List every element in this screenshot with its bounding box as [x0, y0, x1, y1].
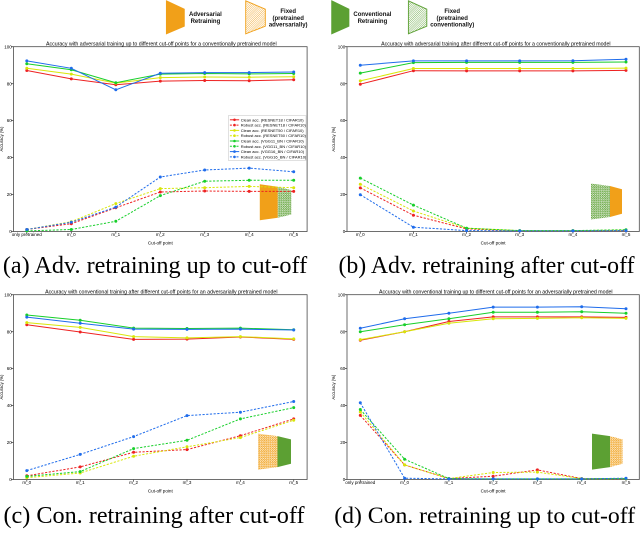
svg-text:20: 20: [340, 440, 346, 445]
svg-text:60: 60: [7, 118, 13, 123]
svg-text:m_2: m_2: [489, 480, 498, 485]
svg-text:Accuracy with adversarial trai: Accuracy with adversarial training after…: [381, 41, 610, 47]
svg-text:conventionally): conventionally): [430, 23, 474, 29]
svg-text:Retraining: Retraining: [191, 19, 221, 25]
svg-text:m_0: m_0: [67, 232, 76, 237]
svg-text:(d) Con. retraining up to cut-: (d) Con. retraining up to cut-off: [334, 503, 635, 529]
svg-text:m_5: m_5: [289, 480, 298, 485]
svg-text:Fixed: Fixed: [444, 9, 460, 15]
svg-text:40: 40: [340, 155, 346, 160]
svg-text:only pretrained: only pretrained: [345, 480, 376, 485]
svg-text:(c) Con. retraining after cut-: (c) Con. retraining after cut-off: [3, 502, 305, 529]
svg-text:m_1: m_1: [444, 480, 453, 485]
svg-text:Robust acc. (VGG16_BN / CIFAR1: Robust acc. (VGG16_BN / CIFAR10): [241, 154, 307, 159]
svg-text:m_4: m_4: [577, 480, 586, 485]
svg-text:m_3: m_3: [515, 232, 524, 237]
svg-text:60: 60: [340, 118, 346, 123]
svg-text:0: 0: [9, 229, 12, 234]
svg-text:(a) Adv. retraining up to cut-: (a) Adv. retraining up to cut-off: [3, 252, 308, 279]
svg-text:Accuracy (%): Accuracy (%): [0, 126, 4, 152]
svg-text:m_2: m_2: [129, 480, 138, 485]
svg-text:100: 100: [4, 44, 12, 49]
svg-text:Accuracy with conventional tra: Accuracy with conventional training up t…: [379, 289, 613, 295]
svg-text:m_4: m_4: [245, 232, 254, 237]
svg-text:Cut-off point: Cut-off point: [148, 240, 174, 245]
svg-text:0: 0: [343, 229, 346, 234]
svg-text:80: 80: [7, 329, 13, 334]
svg-text:Clean acc. (RESNET18 / CIFAR10: Clean acc. (RESNET18 / CIFAR10): [241, 117, 305, 122]
svg-text:60: 60: [340, 366, 346, 371]
svg-text:m_5: m_5: [622, 480, 631, 485]
svg-text:m_0: m_0: [356, 232, 365, 237]
svg-text:80: 80: [7, 81, 13, 86]
svg-text:m_4: m_4: [236, 480, 245, 485]
svg-text:60: 60: [7, 366, 13, 371]
svg-text:20: 20: [7, 440, 13, 445]
svg-text:80: 80: [340, 329, 346, 334]
svg-text:m_1: m_1: [76, 480, 85, 485]
svg-text:0: 0: [343, 477, 346, 482]
svg-text:20: 20: [7, 192, 13, 197]
svg-text:Accuracy (%): Accuracy (%): [331, 374, 336, 400]
svg-text:only pretrained: only pretrained: [12, 232, 43, 237]
svg-text:(pretrained: (pretrained: [437, 16, 469, 22]
svg-text:m_2: m_2: [462, 232, 471, 237]
svg-text:80: 80: [340, 81, 346, 86]
svg-text:100: 100: [338, 44, 346, 49]
svg-text:m_0: m_0: [22, 480, 31, 485]
svg-text:m_1: m_1: [409, 232, 418, 237]
svg-text:40: 40: [7, 403, 13, 408]
svg-text:adversarially): adversarially): [269, 23, 308, 29]
svg-text:(b) Adv. retraining after cut-: (b) Adv. retraining after cut-off: [338, 253, 634, 279]
svg-text:Cut-off point: Cut-off point: [481, 488, 507, 493]
svg-text:Adversarial: Adversarial: [189, 12, 222, 18]
svg-text:m_0: m_0: [400, 480, 409, 485]
svg-text:Clean acc. (RESNET50 / CIFAR10: Clean acc. (RESNET50 / CIFAR10): [241, 128, 305, 133]
svg-text:Fixed: Fixed: [280, 9, 296, 15]
svg-text:m_5: m_5: [289, 232, 298, 237]
svg-text:100: 100: [4, 292, 12, 297]
svg-text:m_5: m_5: [622, 232, 631, 237]
svg-text:m_4: m_4: [568, 232, 577, 237]
svg-text:40: 40: [7, 155, 13, 160]
svg-text:Accuracy (%): Accuracy (%): [331, 126, 336, 152]
svg-text:Cut-off point: Cut-off point: [481, 240, 507, 245]
svg-text:Accuracy with adversarial trai: Accuracy with adversarial training up to…: [46, 41, 277, 47]
svg-text:Robust acc. (RESNET18 / CIFAR1: Robust acc. (RESNET18 / CIFAR10): [241, 123, 307, 128]
svg-text:m_3: m_3: [200, 232, 209, 237]
svg-text:Conventional: Conventional: [353, 12, 391, 18]
svg-text:Clean acc. (VGG11_BN / CIFAR10: Clean acc. (VGG11_BN / CIFAR10): [241, 138, 305, 143]
svg-text:(pretrained: (pretrained: [273, 16, 305, 22]
svg-text:Clean acc. (VGG16_BN / CIFAR10: Clean acc. (VGG16_BN / CIFAR10): [241, 149, 305, 154]
svg-text:Cut-off point: Cut-off point: [148, 488, 174, 493]
svg-text:m_3: m_3: [533, 480, 542, 485]
svg-text:Retraining: Retraining: [358, 19, 388, 25]
svg-text:m_3: m_3: [183, 480, 192, 485]
svg-text:Accuracy with conventional tra: Accuracy with conventional training afte…: [45, 289, 277, 295]
svg-text:Robust acc. (RESNET50 / CIFAR1: Robust acc. (RESNET50 / CIFAR10): [241, 133, 307, 138]
svg-text:100: 100: [338, 292, 346, 297]
svg-text:20: 20: [340, 192, 346, 197]
svg-text:40: 40: [340, 403, 346, 408]
svg-text:m_1: m_1: [111, 232, 120, 237]
svg-text:Robust acc. (VGG11_BN / CIFAR1: Robust acc. (VGG11_BN / CIFAR10): [241, 144, 307, 149]
svg-text:0: 0: [9, 477, 12, 482]
svg-text:m_2: m_2: [156, 232, 165, 237]
svg-text:Accuracy (%): Accuracy (%): [0, 374, 4, 400]
